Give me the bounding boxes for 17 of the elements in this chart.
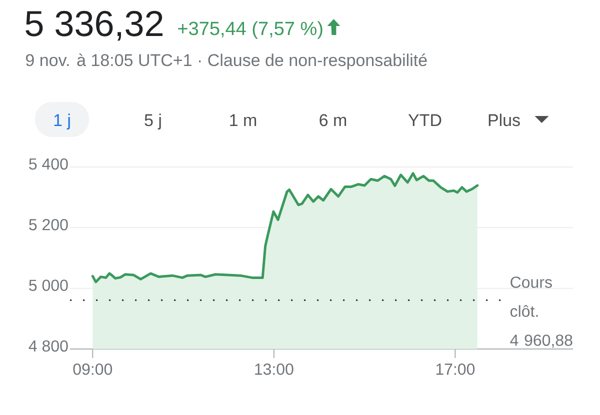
text: 5 j [144,114,161,130]
x-tick-label: 13:00 [255,364,294,375]
ref-line-label: Cours clôt. 4 960,88 [510,276,572,348]
text: 1 m [230,114,256,126]
y-tick-label: 4 800 [28,340,68,352]
y-tick-label: 5 400 [29,158,68,170]
text: YTD [408,114,442,126]
x-tick-label: 17:00 [436,364,475,375]
text: 6 m [320,114,346,126]
chart-title: 5 336,32 [26,10,162,41]
x-tick-label: 09:00 [73,364,112,375]
y-tick-label: 5 200 [29,219,68,230]
text: 9 nov. à 18:05 UTC+1 · Clause de non-responsabilité [26,53,427,70]
chart-subtitle: +375,44 (7,57 %) [178,21,322,39]
text: 1 j [54,114,70,130]
y-tick-label: 5 000 [29,280,68,291]
text: Plus [488,114,520,126]
